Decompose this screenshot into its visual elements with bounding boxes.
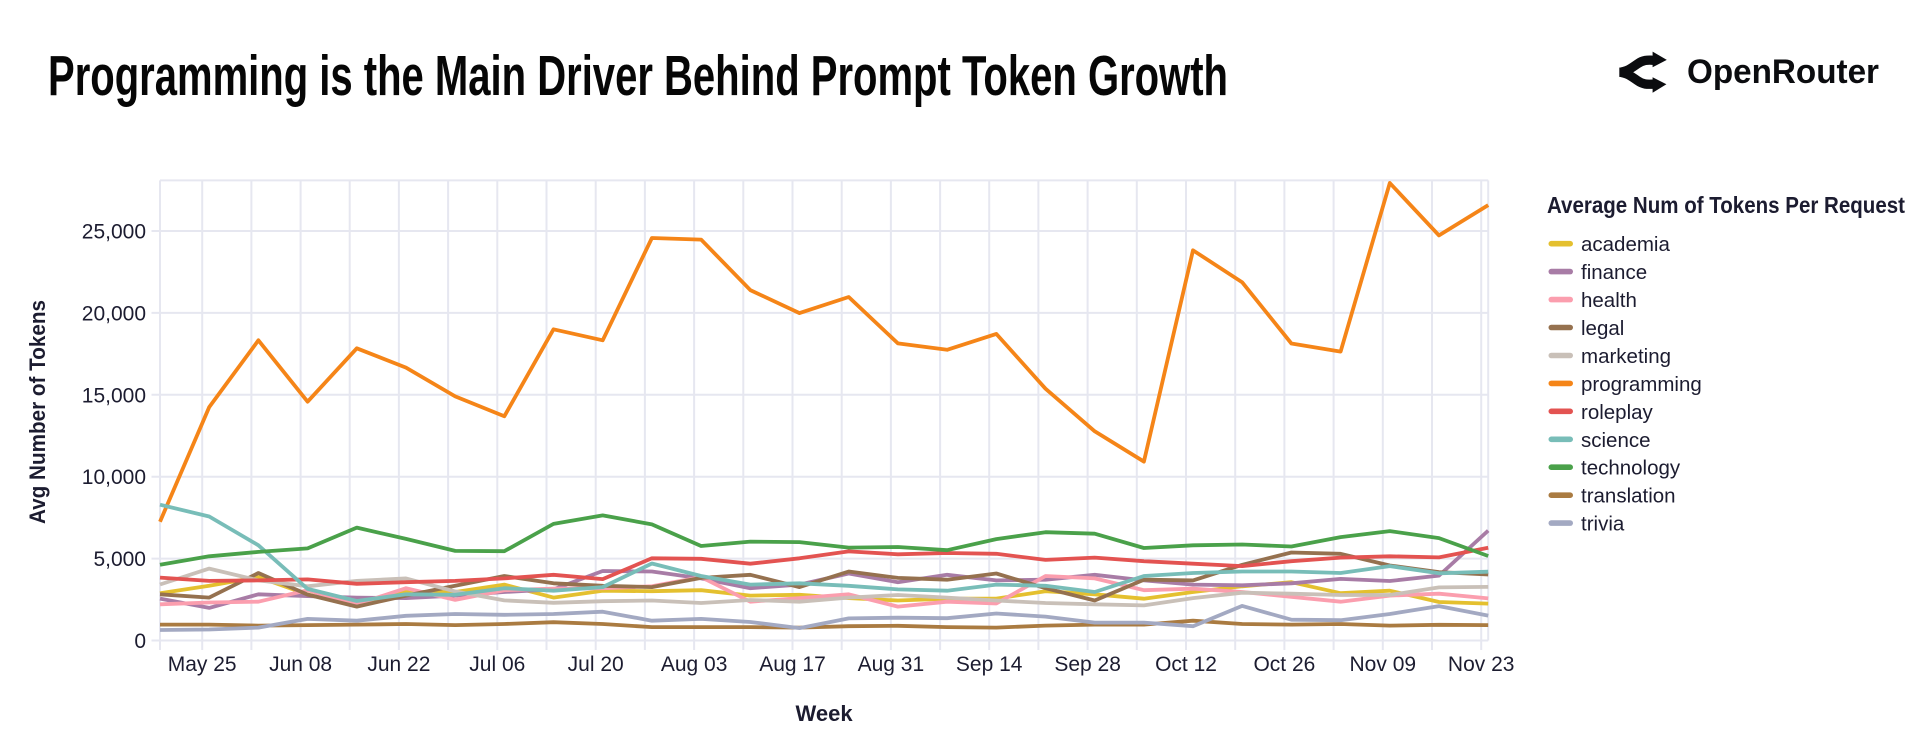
- svg-text:5,000: 5,000: [93, 548, 146, 571]
- svg-text:technology: technology: [1581, 457, 1681, 480]
- svg-text:science: science: [1581, 429, 1651, 452]
- svg-text:Oct 12: Oct 12: [1155, 653, 1217, 676]
- svg-text:legal: legal: [1581, 317, 1624, 340]
- svg-text:Aug 31: Aug 31: [858, 653, 925, 676]
- svg-text:Sep 28: Sep 28: [1054, 653, 1121, 676]
- svg-text:15,000: 15,000: [82, 384, 146, 407]
- svg-text:roleplay: roleplay: [1581, 401, 1654, 424]
- svg-text:0: 0: [134, 630, 146, 653]
- svg-text:Average Num of Tokens Per Requ: Average Num of Tokens Per Request: [1547, 192, 1905, 218]
- svg-text:Nov 23: Nov 23: [1448, 653, 1515, 676]
- svg-text:OpenRouter: OpenRouter: [1687, 53, 1879, 91]
- svg-text:Jul 20: Jul 20: [568, 653, 624, 676]
- svg-text:Nov 09: Nov 09: [1350, 653, 1417, 676]
- svg-text:health: health: [1581, 289, 1637, 312]
- svg-text:Programming is the Main Driver: Programming is the Main Driver Behind Pr…: [48, 44, 1228, 108]
- svg-text:Jun 22: Jun 22: [367, 653, 430, 676]
- svg-text:Aug 17: Aug 17: [759, 653, 826, 676]
- svg-text:Oct 26: Oct 26: [1253, 653, 1315, 676]
- svg-text:marketing: marketing: [1581, 345, 1671, 368]
- svg-text:programming: programming: [1581, 373, 1702, 396]
- svg-text:Aug 03: Aug 03: [661, 653, 728, 676]
- svg-text:20,000: 20,000: [82, 302, 146, 325]
- svg-text:translation: translation: [1581, 485, 1676, 508]
- svg-text:Week: Week: [796, 701, 854, 726]
- svg-text:May 25: May 25: [168, 653, 237, 676]
- svg-text:Sep 14: Sep 14: [956, 653, 1023, 676]
- svg-text:trivia: trivia: [1581, 513, 1625, 536]
- svg-text:Jun 08: Jun 08: [269, 653, 332, 676]
- svg-text:10,000: 10,000: [82, 466, 146, 489]
- svg-text:Jul 06: Jul 06: [469, 653, 525, 676]
- svg-text:finance: finance: [1581, 261, 1647, 284]
- svg-text:Avg Number of Tokens: Avg Number of Tokens: [25, 300, 50, 524]
- svg-text:25,000: 25,000: [82, 221, 146, 244]
- svg-text:academia: academia: [1581, 233, 1670, 256]
